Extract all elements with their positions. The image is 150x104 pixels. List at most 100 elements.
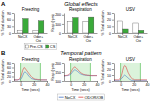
panel: NoCXOdor+Ctx0102030% Total durationUSV <box>101 7 148 43</box>
tick-label: 40 <box>146 83 150 87</box>
tick-label: 20 <box>82 83 86 87</box>
tick-mark <box>12 13 14 14</box>
tick-mark <box>62 81 64 82</box>
y-axis: 100150200 <box>55 62 64 84</box>
tick-mark <box>12 26 14 27</box>
legend-label: CS <box>50 44 56 49</box>
tick-label: 40 <box>7 71 11 75</box>
chart-title: Respiration <box>69 7 92 12</box>
tick: 20 <box>7 75 14 79</box>
tick-mark <box>112 63 114 64</box>
axis-line <box>114 14 115 34</box>
panel: 02040Time (secs)0102030% Total durationU… <box>101 57 150 92</box>
tick: 10 <box>107 74 114 78</box>
bar <box>38 21 44 33</box>
tick-label-line: Ctx <box>136 39 142 43</box>
cs-boundary <box>90 63 91 81</box>
y-axis: 020406080 <box>7 62 14 84</box>
legend-swatch <box>26 45 29 48</box>
x-axis-title: Time (secs) <box>121 88 139 92</box>
plot-area <box>64 63 97 81</box>
tick: NoCX <box>68 33 78 39</box>
tick-label-line: NoCX <box>18 35 28 39</box>
tick-label: 200 <box>55 62 61 66</box>
tick-label: 80 <box>7 62 11 66</box>
panel-label: A <box>1 1 6 7</box>
chart-title: USV <box>126 57 135 62</box>
bar <box>123 29 128 33</box>
y-axis: 0102030 <box>107 62 114 84</box>
tick-mark <box>12 77 14 78</box>
tick-label: 10 <box>107 25 111 29</box>
legend: NoCX ODOR/OB <box>57 94 105 100</box>
tick-label-line: NoCX <box>118 35 128 39</box>
legend-label: Pre-CS <box>30 44 43 49</box>
tick: 0 <box>59 32 64 36</box>
panel: NoCXOdor+Ctx0306090% Total durationFreez… <box>1 7 48 43</box>
tick-mark <box>62 72 64 73</box>
x-axis: 02040 <box>15 81 50 87</box>
tick-label-line: Ctx <box>36 39 42 43</box>
tick-mark <box>112 26 114 27</box>
axis-line <box>114 64 115 82</box>
x-axis: 02040 <box>115 81 150 87</box>
tick: 30 <box>107 12 114 16</box>
tick: 20 <box>107 68 114 72</box>
panel: 02040Time (secs)100150200Resp (rpm)Respi… <box>51 57 100 92</box>
tick-label-line: NoCX <box>68 35 78 39</box>
x-axis: NoCX Odor+Ctx <box>65 33 98 43</box>
axis-line <box>64 64 65 82</box>
tick-mark <box>112 81 114 82</box>
bar <box>133 23 139 33</box>
tick: 10 <box>107 25 114 29</box>
tick-label: 20 <box>32 83 36 87</box>
legend-label: ODOR/OB <box>84 95 103 100</box>
y-axis-title: % Total duration <box>101 59 105 84</box>
axis-line <box>65 33 98 34</box>
cs-shade <box>21 63 41 81</box>
chart-title: USV <box>126 7 135 12</box>
line <box>14 68 47 80</box>
section-title: Temporal pattern <box>60 50 101 56</box>
bar <box>17 30 23 33</box>
tick-mark <box>12 63 14 64</box>
tick-mark <box>112 33 114 34</box>
chart-title: Freezing <box>22 57 40 62</box>
tick-label: 0 <box>20 83 22 87</box>
y-axis: 0 100 200 <box>55 13 64 35</box>
bar <box>67 21 73 33</box>
axis-line <box>64 14 65 34</box>
chart-title: Freezing <box>22 7 40 12</box>
panel: 02040Time (secs)020406080% Total duratio… <box>1 57 50 92</box>
tick: 60 <box>7 18 14 22</box>
axis-line <box>115 33 148 34</box>
tick-label: 200 <box>55 13 61 17</box>
line <box>64 70 97 76</box>
tick-label: 0 <box>109 32 111 36</box>
legend-label: NoCX <box>65 95 76 100</box>
axis-line <box>15 81 48 82</box>
tick: Odor+Ctx <box>83 33 93 43</box>
bar <box>83 21 89 33</box>
tick: 60 <box>7 66 14 70</box>
legend-items: Pre-CS CS <box>26 44 56 49</box>
tick-label: 0 <box>120 83 122 87</box>
tick: 0 <box>70 81 72 87</box>
tick-mark <box>62 24 64 25</box>
line <box>64 67 97 76</box>
tick-label: 90 <box>7 12 11 16</box>
x-axis: NoCXOdor+Ctx <box>115 33 148 43</box>
tick: 100 <box>55 23 64 27</box>
section-title: Global effects <box>64 1 98 7</box>
figure: A Global effects B Temporal pattern NoCX Odor… <box>0 0 150 104</box>
tick-label: 0 <box>109 80 111 84</box>
tick-mark <box>12 68 14 69</box>
tick: Odor+Ctx <box>33 33 43 43</box>
tick: 0 <box>120 81 122 87</box>
plot-area <box>17 19 44 33</box>
panel-label: B <box>1 50 6 56</box>
tick: 150 <box>55 71 64 75</box>
axis-line <box>14 14 15 34</box>
cs-shade <box>121 63 141 81</box>
line <box>114 65 147 79</box>
